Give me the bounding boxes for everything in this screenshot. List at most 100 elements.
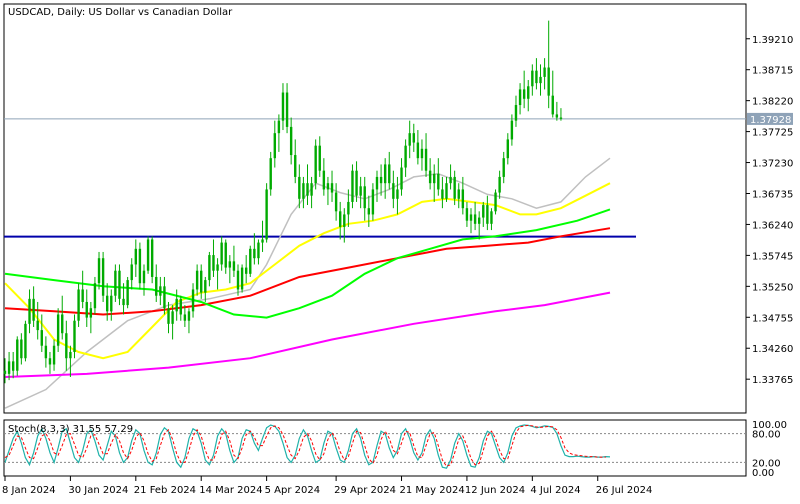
moving-average-line	[4, 291, 611, 378]
price-tick-label: 1.39210	[752, 35, 793, 46]
candle-body	[522, 89, 526, 99]
candle-body	[285, 92, 289, 127]
candle-body	[228, 261, 232, 268]
time-tick-label: 5 Apr 2024	[265, 485, 320, 496]
time-tick-label: 12 Jun 2024	[465, 485, 525, 496]
candle-body	[465, 208, 469, 221]
candle-body	[334, 192, 338, 212]
candle-body	[375, 176, 379, 190]
candle-body	[420, 148, 424, 159]
candle-body	[363, 186, 366, 209]
candle-body	[236, 270, 240, 290]
candle-body	[367, 208, 371, 215]
candle-body	[518, 89, 522, 106]
candle-body	[347, 201, 350, 215]
current-price-box	[747, 112, 793, 125]
price-tick-label: 1.38715	[752, 66, 793, 77]
candle-body	[24, 323, 27, 359]
time-tick-label: 29 Apr 2024	[334, 485, 396, 496]
candle-body	[416, 142, 420, 159]
stochastic-level-label: 20.00	[752, 458, 781, 469]
candle-body	[543, 67, 546, 77]
time-tick-label: 26 Jul 2024	[596, 485, 653, 496]
candle-body	[130, 264, 133, 281]
candle-body	[510, 120, 514, 140]
candle-body	[52, 345, 56, 365]
candle-body	[265, 189, 268, 240]
candle-body	[494, 192, 497, 212]
candle-body	[424, 148, 428, 171]
price-tick-label: 1.34755	[752, 313, 793, 324]
moving-average-line	[4, 208, 611, 319]
price-tick-label: 1.37230	[752, 159, 793, 170]
candle-body	[200, 270, 203, 293]
candle-body	[551, 95, 554, 115]
chart-title: USDCAD, Daily: US Dollar vs Canadian Dol…	[8, 7, 233, 18]
candle-body	[441, 189, 444, 199]
candle-body	[16, 339, 19, 371]
candle-body	[208, 255, 211, 281]
candle-body	[175, 298, 178, 312]
candle-body	[32, 298, 35, 321]
candle-body	[240, 267, 244, 290]
candle-body	[490, 211, 493, 224]
candle-body	[433, 173, 436, 184]
candle-body	[195, 270, 199, 290]
candle-body	[61, 314, 64, 334]
candle-body	[379, 176, 383, 184]
price-panel-frame	[3, 3, 747, 414]
moving-average-line	[4, 182, 611, 360]
candle-body	[477, 217, 481, 224]
candle-body	[48, 358, 52, 365]
stochastic-plot	[4, 424, 746, 469]
candle-body	[36, 320, 39, 331]
candle-body	[81, 289, 84, 302]
candle-body	[502, 158, 505, 177]
candle-body	[179, 298, 182, 315]
candle-body	[486, 205, 489, 224]
candle-body	[461, 189, 465, 209]
candle-body	[355, 170, 358, 196]
candle-body	[343, 214, 346, 227]
candle-body	[187, 311, 191, 321]
candle-body	[191, 289, 195, 312]
time-tick-label: 4 Jul 2024	[530, 485, 580, 496]
candle-body	[445, 183, 448, 199]
time-tick-label: 21 Feb 2024	[134, 485, 196, 496]
candle-body	[101, 258, 105, 296]
candle-body	[371, 189, 375, 215]
candle-body	[322, 170, 326, 190]
candle-body	[159, 286, 162, 296]
stochastic-level-label: 80.00	[752, 430, 781, 441]
candle-body	[396, 189, 399, 199]
candle-body	[535, 70, 538, 84]
candle-body	[56, 314, 60, 346]
time-tick-label: 8 Jan 2024	[2, 485, 56, 496]
candle-body	[126, 280, 129, 306]
stochastic-label: Stoch(8,3,3) 31.55 57.29	[8, 424, 133, 435]
candle-body	[28, 298, 31, 324]
candle-body	[171, 311, 174, 324]
candle-body	[498, 176, 501, 193]
stochastic-level-label: 100.00	[752, 420, 787, 431]
time-tick-label: 14 Mar 2024	[199, 485, 262, 496]
candle-body	[437, 173, 440, 190]
candle-body	[118, 270, 121, 299]
candle-body	[310, 183, 313, 196]
price-tick-label: 1.33765	[752, 375, 793, 386]
candle-body	[339, 211, 342, 227]
candle-body	[93, 283, 97, 309]
candle-body	[257, 242, 260, 259]
price-tick-label: 1.36240	[752, 220, 793, 231]
candle-body	[294, 155, 297, 177]
candle-body	[273, 133, 276, 159]
candle-body	[11, 361, 15, 371]
candle-body	[277, 120, 281, 134]
stochastic-d-line	[4, 424, 606, 467]
candle-body	[383, 164, 387, 184]
time-axis: 8 Jan 2024 30 Jan 2024 21 Feb 2024 14 Mar 2…	[2, 476, 652, 496]
candle-body	[482, 205, 485, 218]
